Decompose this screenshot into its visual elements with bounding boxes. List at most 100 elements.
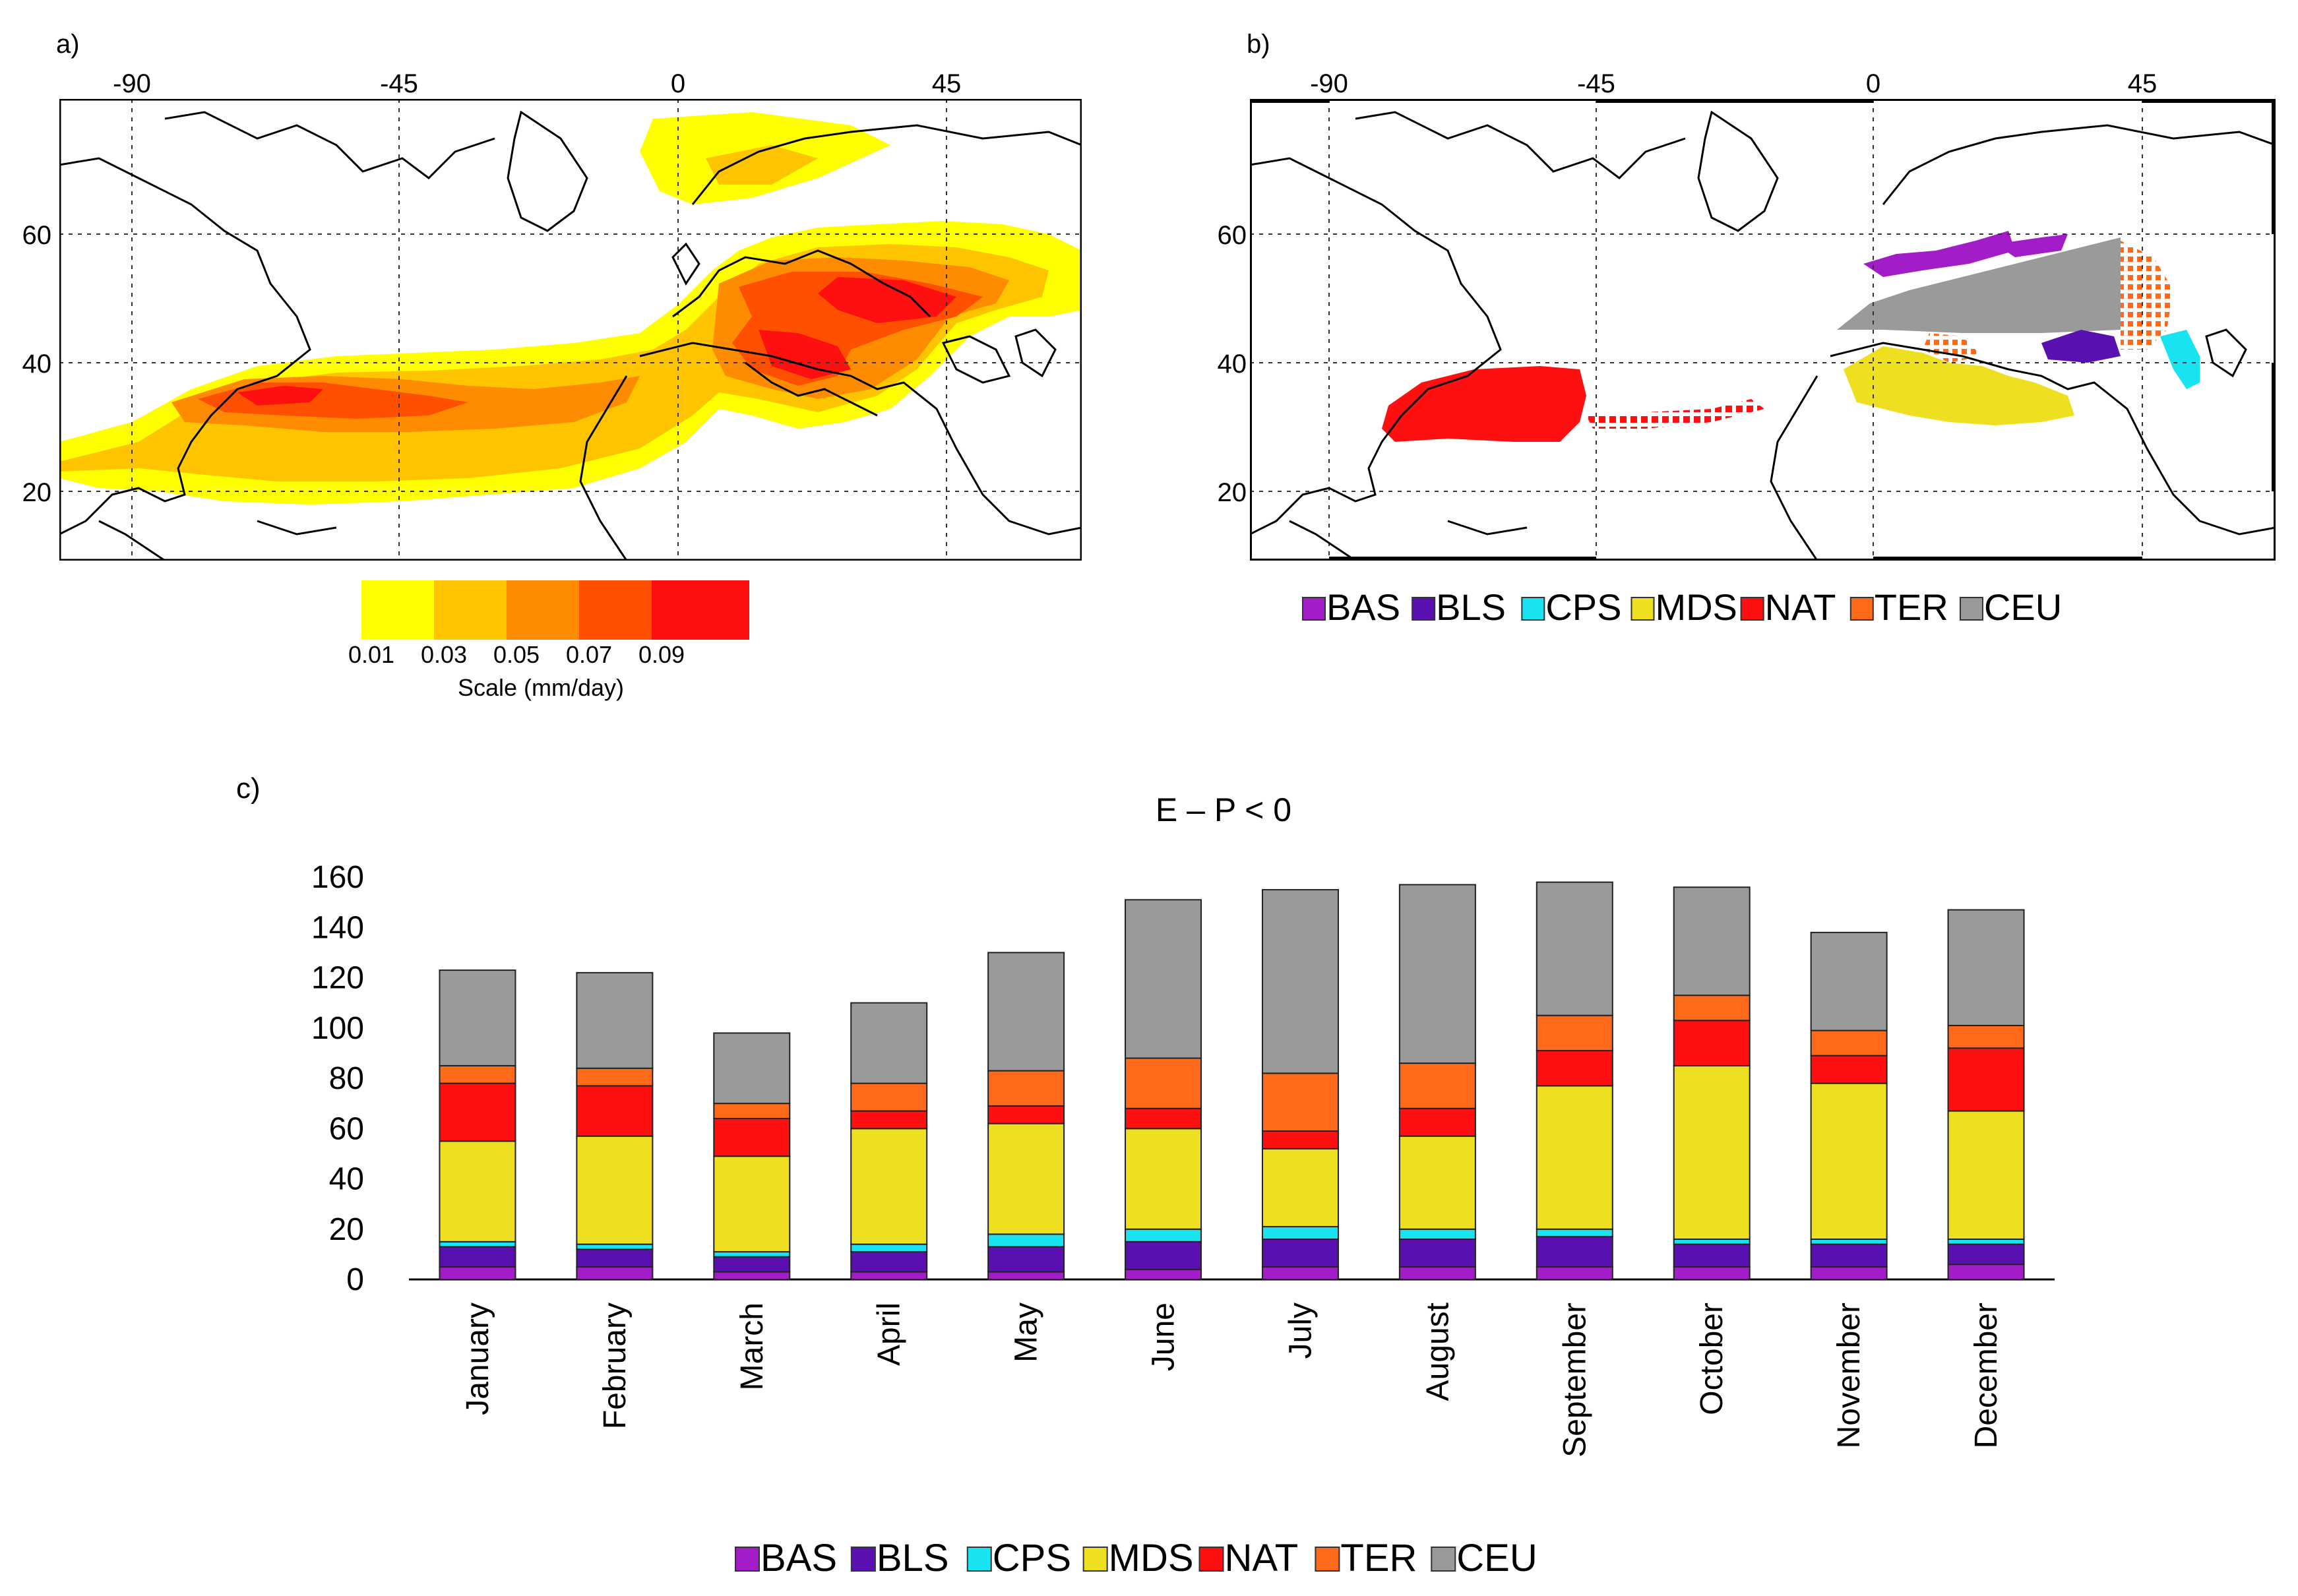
x-tick-label: May xyxy=(1009,1303,1044,1363)
square-swatch-icon xyxy=(1630,597,1655,621)
map-a-lat-ticks: 60 40 20 xyxy=(22,221,52,507)
square-swatch-icon xyxy=(850,1547,876,1572)
bar-segment-bas xyxy=(1398,1266,1476,1280)
scale-swatch xyxy=(579,580,652,640)
map-a-coastlines xyxy=(59,110,1082,561)
bar-segment-bls xyxy=(576,1248,654,1268)
legend-label: TER xyxy=(1875,586,1948,628)
y-tick-label: 20 xyxy=(329,1212,364,1247)
bar-segment-nat xyxy=(1398,1107,1476,1137)
scale-swatch xyxy=(507,580,579,640)
scale-swatch xyxy=(652,580,749,640)
legend-item-nat: NAT xyxy=(1198,1537,1299,1580)
bar-segment-bls xyxy=(1536,1236,1613,1268)
bar-segment-bas xyxy=(987,1271,1065,1280)
bar-segment-bas xyxy=(850,1271,928,1280)
x-tick-label: September xyxy=(1557,1303,1592,1458)
bar-segment-bas xyxy=(1673,1266,1751,1280)
square-swatch-icon xyxy=(1198,1547,1224,1572)
legend-label: CEU xyxy=(1984,586,2062,628)
square-swatch-icon xyxy=(1302,597,1326,621)
scale-tick: 0.01 xyxy=(348,641,394,668)
y-tick-label: 0 xyxy=(346,1262,364,1297)
y-tick-label: 120 xyxy=(311,961,364,996)
scale-bar: 0.01 0.03 0.05 0.07 0.09 Scale (mm/day) xyxy=(348,580,749,701)
bar-segment-nat xyxy=(1261,1130,1339,1150)
bar-segment-nat xyxy=(713,1118,791,1157)
scale-tick: 0.05 xyxy=(493,641,540,668)
bar-segment-cps xyxy=(1810,1239,1888,1245)
bar-segment-mds xyxy=(1947,1110,2025,1240)
bar-segment-ter xyxy=(1536,1014,1613,1052)
bar-segment-ceu xyxy=(1261,889,1339,1074)
bar-segment-nat xyxy=(439,1082,516,1142)
bar-segment-nat xyxy=(1810,1055,1888,1084)
bar-segment-bas xyxy=(439,1266,516,1280)
bar-segment-ceu xyxy=(987,952,1065,1072)
legend-label: CEU xyxy=(1456,1537,1537,1580)
x-tick-label: October xyxy=(1694,1303,1729,1415)
region-ter-2 xyxy=(1923,333,1982,363)
panel-a: a) -90 -45 0 45 60 40 20 xyxy=(22,30,1082,701)
region-nat xyxy=(1382,366,1586,442)
bar-segment-mds xyxy=(1125,1128,1202,1230)
y-tick-label: 80 xyxy=(329,1061,364,1096)
map-b-lat-tick: 40 xyxy=(1218,350,1247,379)
legend-item-nat: NAT xyxy=(1740,586,1836,628)
square-swatch-icon xyxy=(1431,1547,1456,1572)
bar-segment-ter xyxy=(1673,995,1751,1022)
bar-segment-ceu xyxy=(1810,931,1888,1031)
bar-segment-mds xyxy=(1673,1064,1751,1240)
bar-segment-cps xyxy=(1398,1228,1476,1240)
legend-item-bls: BLS xyxy=(850,1537,949,1580)
bar-segment-nat xyxy=(1536,1050,1613,1087)
panel-c: c) E – P < 0 0 20 40 60 80 100 120 140 160 Januar… xyxy=(236,772,2055,1580)
bar-segment-mds xyxy=(1398,1135,1476,1230)
legend-label: NAT xyxy=(1765,586,1836,628)
y-tick-label: 140 xyxy=(311,910,364,945)
map-b-gridlines xyxy=(1250,99,2276,561)
map-a-gridlines xyxy=(59,99,1082,561)
region-bas-2 xyxy=(1995,234,2068,257)
map-a-lon-tick: -90 xyxy=(113,69,151,98)
x-tick-label: June xyxy=(1146,1303,1181,1371)
map-a xyxy=(59,99,1082,561)
legend-label: BAS xyxy=(761,1537,837,1580)
map-a-lat-tick: 40 xyxy=(22,350,52,379)
legend-item-ceu: CEU xyxy=(1959,586,2062,628)
chart-title: E – P < 0 xyxy=(1156,791,1291,828)
map-b-lon-tick: -45 xyxy=(1577,69,1615,98)
legend-item-ter: TER xyxy=(1315,1537,1417,1580)
bar-segment-ter xyxy=(1947,1024,2025,1049)
bar-segment-mds xyxy=(1261,1148,1339,1227)
bar-segment-ter xyxy=(1398,1062,1476,1109)
bar-segment-ceu xyxy=(850,1002,928,1084)
bar-segment-bls xyxy=(1810,1243,1888,1268)
scale-ticks: 0.01 0.03 0.05 0.07 0.09 xyxy=(348,641,685,668)
bar-segment-nat xyxy=(987,1105,1065,1124)
square-swatch-icon xyxy=(1521,597,1545,621)
map-b xyxy=(1250,99,2276,561)
bar-segment-ceu xyxy=(439,969,516,1066)
legend-label: NAT xyxy=(1225,1537,1299,1580)
legend-label: TER xyxy=(1340,1537,1417,1580)
bar-segment-bls xyxy=(713,1256,791,1273)
bar-segment-ter xyxy=(850,1082,928,1112)
map-b-lon-tick: -90 xyxy=(1310,69,1348,98)
panel-label-b: b) xyxy=(1247,30,1270,59)
map-b-coastlines xyxy=(1250,110,2276,561)
x-tick-label: January xyxy=(460,1303,495,1415)
map-a-lon-tick: 45 xyxy=(932,69,962,98)
bar-segment-cps xyxy=(1947,1239,2025,1245)
bar-segment-bls xyxy=(1125,1241,1202,1270)
y-tick-label: 60 xyxy=(329,1111,364,1146)
x-tick-label: July xyxy=(1283,1303,1318,1359)
map-a-lon-ticks: -90 -45 0 45 xyxy=(113,69,961,98)
bar-segment-cps xyxy=(1536,1228,1613,1238)
panel-label-a: a) xyxy=(56,30,80,59)
bar-segment-ceu xyxy=(1673,886,1751,997)
square-swatch-icon xyxy=(1849,597,1874,621)
scale-tick: 0.03 xyxy=(421,641,467,668)
map-a-lat-tick: 20 xyxy=(22,478,52,507)
scale-tick: 0.09 xyxy=(638,641,685,668)
